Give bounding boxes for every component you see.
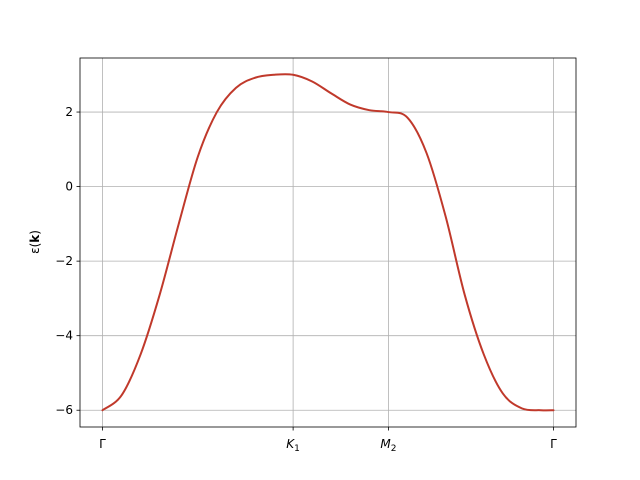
y-tick-label: −4 bbox=[55, 329, 73, 343]
x-tick-label: Γ bbox=[550, 437, 557, 451]
grid-lines bbox=[80, 58, 576, 427]
plot-frame bbox=[79, 57, 577, 428]
y-axis-label: ε(k) bbox=[28, 230, 42, 254]
x-tick-label: M2 bbox=[380, 437, 396, 454]
series-layer bbox=[101, 73, 555, 412]
x-tick-label: K1 bbox=[286, 437, 300, 454]
y-tick-label: 2 bbox=[65, 105, 73, 119]
y-tick-label: −2 bbox=[55, 254, 73, 268]
y-axis-ticks: −6 −4 −2 0 2 bbox=[55, 105, 80, 417]
x-axis-ticks: Γ K1 M2 Γ bbox=[99, 427, 557, 454]
y-tick-label: 0 bbox=[65, 180, 73, 194]
x-tick-label: Γ bbox=[99, 437, 106, 451]
y-tick-label: −6 bbox=[55, 403, 73, 417]
band-curve bbox=[101, 73, 555, 412]
